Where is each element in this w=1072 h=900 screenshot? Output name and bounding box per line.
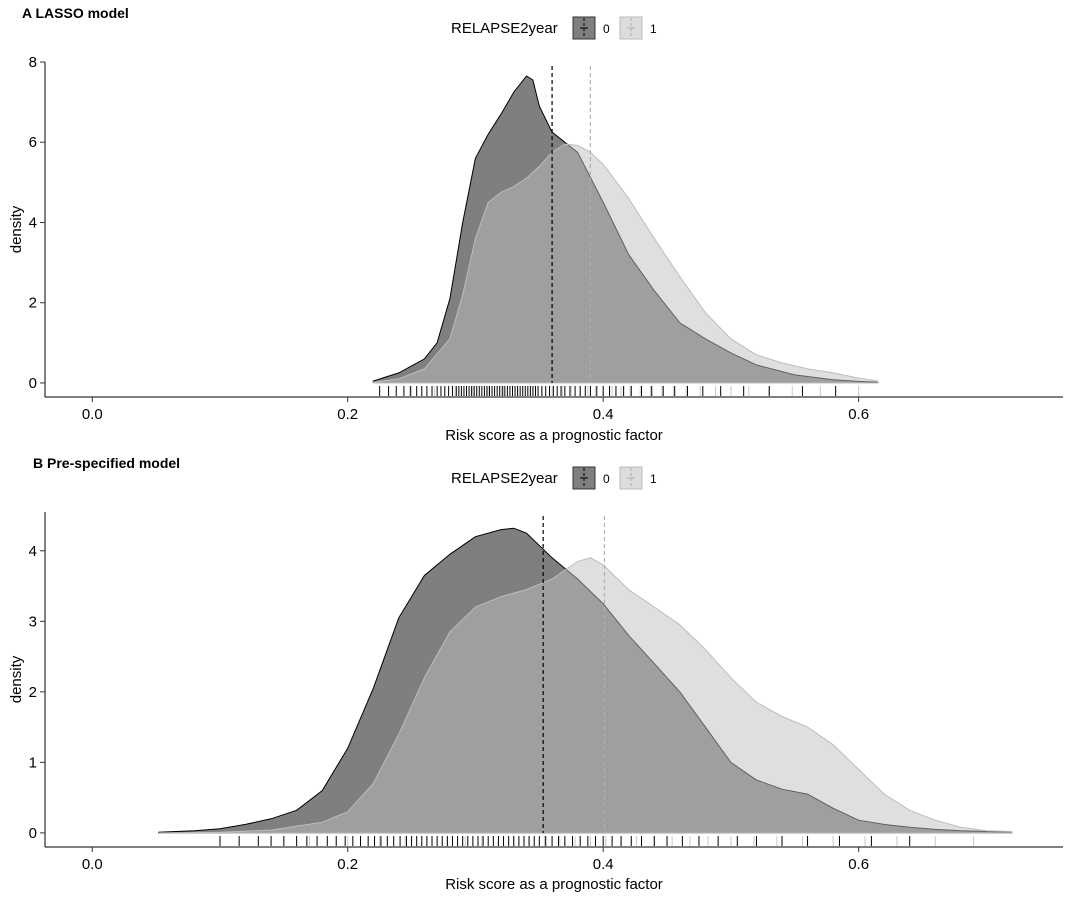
legend-title: RELAPSE2year <box>451 470 558 487</box>
y-tick-label: 6 <box>29 134 37 151</box>
legend-label-0: 0 <box>603 472 610 486</box>
density-series-1 <box>158 557 1013 834</box>
y-tick-label: 3 <box>29 613 37 630</box>
x-tick-label: 0.0 <box>82 856 103 873</box>
y-tick-label: 0 <box>29 375 37 392</box>
x-axis-title: Risk score as a prognostic factor <box>445 876 663 893</box>
x-tick-label: 0.4 <box>593 406 614 423</box>
panel-title: A LASSO model <box>22 5 129 21</box>
y-tick-label: 4 <box>29 543 37 560</box>
y-tick-label: 1 <box>29 754 37 771</box>
x-tick-label: 0.2 <box>337 856 358 873</box>
legend-key-1 <box>619 16 643 40</box>
x-tick-label: 0.4 <box>593 856 614 873</box>
y-axis-title: density <box>8 655 25 703</box>
legend: RELAPSE2year 0 1 <box>451 466 657 490</box>
y-tick-label: 8 <box>29 54 37 71</box>
legend-title: RELAPSE2year <box>451 20 558 37</box>
density-series-1 <box>372 143 879 384</box>
x-tick-label: 0.0 <box>82 406 103 423</box>
y-tick-label: 2 <box>29 295 37 312</box>
legend-label-1: 1 <box>650 472 657 486</box>
panel-title: B Pre-specified model <box>33 455 180 471</box>
legend-key-1 <box>619 466 643 490</box>
y-tick-label: 0 <box>29 825 37 842</box>
y-tick-label: 2 <box>29 684 37 701</box>
legend-key-0 <box>572 16 596 40</box>
chart-panel-b: B Pre-specified model RELAPSE2year 0 1 0.0 0.… <box>8 455 1063 893</box>
x-axis-title: Risk score as a prognostic factor <box>445 427 663 444</box>
legend: RELAPSE2year 0 1 <box>451 16 657 40</box>
legend-key-0 <box>572 466 596 490</box>
x-tick-label: 0.6 <box>848 406 869 423</box>
y-axis-title: density <box>8 205 25 253</box>
legend-label-1: 1 <box>650 22 657 36</box>
x-tick-label: 0.6 <box>848 856 869 873</box>
x-tick-label: 0.2 <box>337 406 358 423</box>
chart-panel-a: A LASSO model RELAPSE2year 0 1 0.0 0.2 0.4 0.6 0… <box>8 5 1063 444</box>
y-tick-label: 4 <box>29 214 37 231</box>
legend-label-0: 0 <box>603 22 610 36</box>
